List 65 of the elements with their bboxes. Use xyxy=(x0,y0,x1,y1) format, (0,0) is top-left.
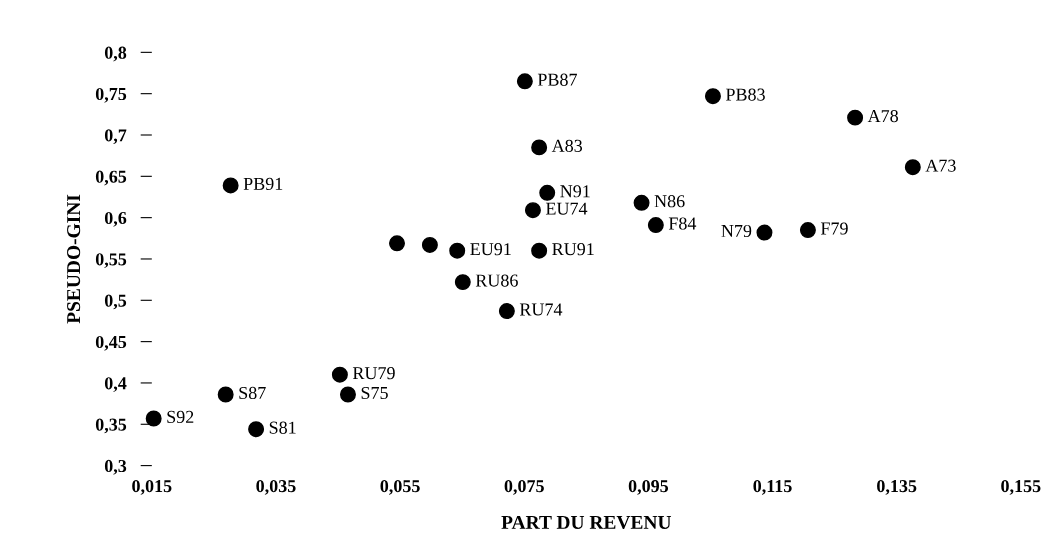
annotation: EU74 xyxy=(545,202,588,215)
point xyxy=(145,410,162,427)
x-axis-title: PART DU REVENU xyxy=(501,515,672,530)
point xyxy=(799,222,816,239)
point xyxy=(531,242,548,259)
point xyxy=(704,88,721,105)
annotation: S87 xyxy=(239,386,266,400)
point xyxy=(904,159,921,176)
y-tick-label: 0,45 xyxy=(95,335,127,351)
annotation: A78 xyxy=(867,109,898,123)
x-tick-label: 0,155 xyxy=(1001,480,1041,495)
point xyxy=(756,224,773,241)
annotation: RU79 xyxy=(352,367,395,380)
annotation: F84 xyxy=(668,217,697,230)
annotation: RU91 xyxy=(552,243,594,256)
annotation: S75 xyxy=(361,386,388,400)
point xyxy=(524,202,541,219)
y-tick-label: 0,8 xyxy=(104,46,127,62)
annotation: PB83 xyxy=(725,88,765,101)
point xyxy=(847,109,864,126)
point xyxy=(222,177,239,194)
point xyxy=(449,242,466,259)
y-tick-label: 0,5 xyxy=(104,294,127,310)
x-tick-label: 0,095 xyxy=(628,480,669,495)
annotation: N79 xyxy=(721,224,752,238)
annotation: PB91 xyxy=(243,177,283,190)
x-tick-label: 0,015 xyxy=(132,480,172,495)
point xyxy=(248,421,265,438)
point xyxy=(217,386,234,403)
y-tick-label: 0,35 xyxy=(95,418,127,434)
annotation: N91 xyxy=(560,185,590,198)
point xyxy=(454,274,471,291)
y-tick-label: 0,6 xyxy=(104,211,127,227)
annotation: A83 xyxy=(551,139,583,152)
annotation: S81 xyxy=(269,421,296,434)
y-axis-title: PSEUDO-GINI xyxy=(67,194,81,324)
annotation: RU86 xyxy=(475,274,518,287)
x-tick-label: 0,075 xyxy=(504,480,544,495)
point xyxy=(498,303,515,320)
point xyxy=(647,217,664,234)
point xyxy=(539,184,556,201)
point xyxy=(339,386,356,403)
annotation: S92 xyxy=(167,410,194,423)
y-tick-label: 0,7 xyxy=(104,129,127,145)
x-tick-label: 0,135 xyxy=(877,480,917,495)
y-tick-label: 0,75 xyxy=(95,87,127,103)
point xyxy=(389,235,405,252)
x-tick-label: 0,055 xyxy=(380,480,420,495)
y-tick-label: 0,55 xyxy=(95,253,127,269)
annotation: F79 xyxy=(820,222,848,235)
annotation: PB87 xyxy=(537,73,577,86)
point xyxy=(421,236,438,253)
annotation: A73 xyxy=(925,159,956,172)
annotation: RU74 xyxy=(519,303,563,316)
point xyxy=(633,194,650,211)
y-tick-label: 0,65 xyxy=(95,170,127,186)
annotation: EU91 xyxy=(470,243,511,256)
point xyxy=(531,139,548,156)
y-tick-label: 0,4 xyxy=(104,377,127,393)
point xyxy=(331,366,348,383)
x-tick-label: 0,115 xyxy=(753,480,792,495)
y-tick-label: 0,3 xyxy=(104,459,127,475)
annotation: N86 xyxy=(654,195,685,208)
x-tick-label: 0,035 xyxy=(256,480,296,495)
point xyxy=(516,73,533,90)
